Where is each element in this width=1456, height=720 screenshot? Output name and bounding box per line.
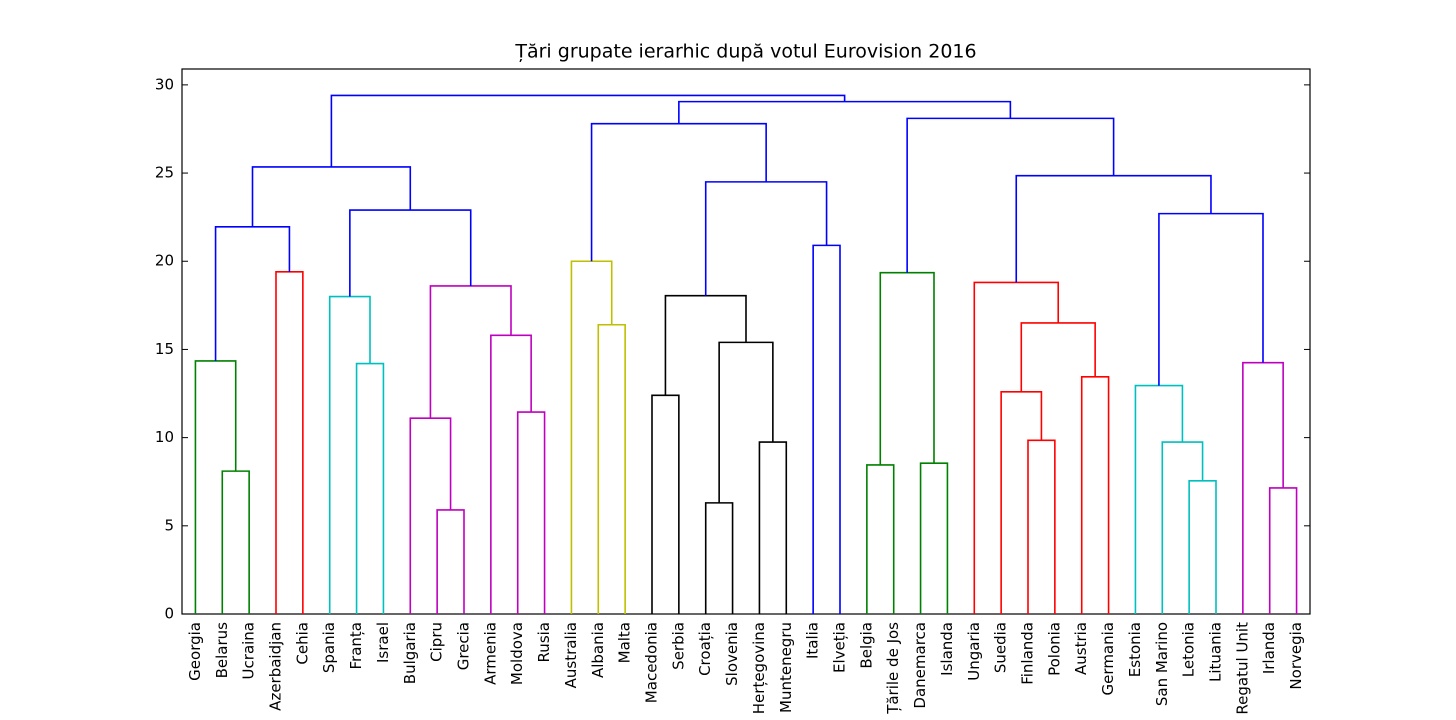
- x-tick-label: Finlanda: [1019, 622, 1037, 685]
- link: [275, 271, 304, 614]
- x-tick-label: Australia: [562, 622, 580, 688]
- link: [1158, 212, 1264, 386]
- x-tick-label: Muntenegru: [777, 622, 795, 713]
- link: [570, 260, 613, 614]
- x-tick-label: Lituania: [1207, 622, 1225, 682]
- x-tick-label: Grecia: [455, 622, 473, 670]
- link: [1268, 487, 1298, 614]
- y-tick-label: 5: [164, 516, 174, 534]
- link: [355, 362, 385, 614]
- link: [429, 285, 512, 419]
- link: [718, 341, 774, 503]
- link: [194, 360, 237, 614]
- x-tick-label: Letonia: [1180, 622, 1198, 677]
- link: [704, 502, 734, 614]
- y-tick-label: 15: [155, 340, 174, 358]
- link: [409, 417, 452, 614]
- x-tick-label: Italia: [804, 622, 822, 659]
- link: [879, 271, 935, 465]
- x-tick-label: Ucraina: [240, 622, 258, 679]
- x-tick-label: Polonia: [1045, 622, 1063, 676]
- x-tick-label: Malta: [616, 622, 634, 663]
- link: [919, 462, 949, 614]
- link: [330, 94, 846, 167]
- link: [1000, 390, 1043, 614]
- y-tick-label: 0: [164, 605, 174, 623]
- link: [664, 294, 747, 396]
- x-tick-label: Macedonia: [643, 622, 661, 703]
- x-tick-label: Croația: [696, 622, 714, 676]
- link: [328, 295, 371, 614]
- link: [651, 394, 680, 614]
- x-tick-label: Regatul Unit: [1233, 622, 1251, 715]
- x-tick-label: Irlanda: [1260, 622, 1278, 674]
- x-tick-label: Țările de Jos: [884, 622, 902, 715]
- x-tick-label: Armenia: [481, 622, 499, 685]
- link: [758, 441, 788, 614]
- link: [490, 334, 532, 614]
- link: [1134, 384, 1184, 614]
- x-tick-label: San Marino: [1153, 622, 1171, 706]
- x-tick-label: Georgia: [186, 622, 204, 681]
- x-tick-label: Bulgaria: [401, 622, 419, 684]
- link: [349, 209, 472, 297]
- x-tick-label: Islanda: [938, 622, 956, 676]
- x-tick-label: Germania: [1099, 622, 1117, 695]
- x-tick-label: Danemarca: [911, 622, 929, 709]
- y-tick-label: 20: [155, 252, 174, 270]
- y-tick-label: 10: [155, 428, 174, 446]
- x-tick-label: Ungaria: [965, 622, 983, 681]
- x-tick-label: Cehia: [293, 622, 311, 665]
- x-tick-label: Azerbaidjan: [267, 622, 285, 711]
- link: [516, 411, 546, 614]
- x-tick-label: Israel: [374, 622, 392, 663]
- link: [1188, 480, 1217, 614]
- link: [812, 244, 841, 614]
- x-tick-label: Austria: [1072, 622, 1090, 675]
- link: [678, 100, 1012, 124]
- link: [251, 166, 412, 227]
- x-tick-label: Franța: [347, 622, 365, 669]
- plot-frame: [181, 68, 1311, 615]
- x-tick-label: Moldova: [508, 622, 526, 685]
- x-tick-label: Spania: [320, 622, 338, 673]
- chart-title: Țări grupate ierarhic după votul Eurovis…: [514, 41, 976, 63]
- link: [436, 509, 465, 614]
- link: [906, 117, 1115, 273]
- link: [221, 470, 250, 614]
- x-tick-label: Estonia: [1126, 622, 1144, 677]
- x-tick-label: Belarus: [213, 622, 231, 679]
- link: [1015, 174, 1212, 283]
- y-tick-label: 25: [155, 164, 174, 182]
- x-tick-label: Norvegia: [1287, 622, 1305, 690]
- link: [1020, 322, 1096, 392]
- link: [597, 323, 626, 614]
- x-tick-label: Suedia: [992, 622, 1010, 673]
- link: [214, 226, 291, 361]
- x-tick-label: Belgia: [857, 622, 875, 669]
- x-tick-label: Slovenia: [723, 622, 741, 686]
- link: [1027, 439, 1056, 614]
- link: [704, 181, 828, 296]
- x-tick-label: Herțegovina: [750, 622, 768, 714]
- y-tick-label: 30: [155, 75, 174, 93]
- x-tick-label: Rusia: [535, 622, 553, 662]
- x-tick-label: Serbia: [669, 622, 687, 670]
- link: [973, 281, 1060, 614]
- x-tick-label: Cipru: [428, 622, 446, 662]
- link: [1080, 375, 1110, 614]
- link: [590, 122, 767, 262]
- link: [866, 464, 895, 614]
- x-tick-label: Elveția: [831, 622, 849, 673]
- link: [1161, 441, 1204, 614]
- x-tick-label: Albania: [589, 622, 607, 678]
